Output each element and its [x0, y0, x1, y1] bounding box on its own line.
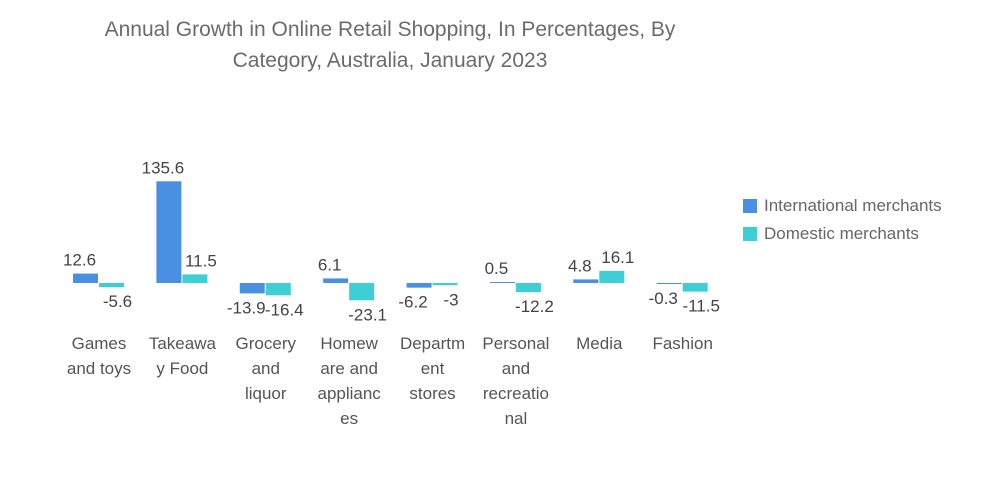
data-label-international-3: 6.1 — [318, 255, 342, 274]
bar-international-3 — [323, 278, 349, 283]
data-label-domestic-6: 16.1 — [601, 248, 634, 267]
legend-swatch-domestic — [743, 227, 757, 241]
legend-item-international: International merchants — [743, 192, 942, 220]
chart-title-line-2: Category, Australia, January 2023 — [232, 49, 548, 72]
category-label-1: Takeawa y Food — [149, 334, 217, 378]
data-label-domestic-5: -12.2 — [515, 297, 554, 316]
bar-international-6 — [573, 279, 599, 283]
legend-label-international: International merchants — [764, 196, 942, 215]
bar-domestic-4 — [432, 283, 458, 286]
chart-title: Annual Growth in Online Retail Shopping,… — [40, 14, 740, 76]
data-label-domestic-0: -5.6 — [103, 292, 132, 311]
data-label-international-0: 12.6 — [63, 251, 96, 270]
data-label-international-4: -6.2 — [398, 293, 427, 312]
data-label-domestic-3: -23.1 — [348, 305, 387, 324]
bar-international-1 — [156, 181, 182, 283]
chart-title-line-1: Annual Growth in Online Retail Shopping,… — [104, 18, 676, 41]
data-label-international-7: -0.3 — [649, 289, 678, 308]
category-label-3: Homew are and applianc es — [317, 334, 381, 428]
data-label-international-2: -13.9 — [227, 298, 266, 317]
category-label-2: Grocery and liquor — [236, 334, 297, 403]
bar-domestic-7 — [682, 283, 708, 292]
category-label-5: Personal and recreatio nal — [482, 334, 549, 428]
bar-domestic-6 — [599, 270, 625, 283]
bar-international-2 — [239, 283, 265, 294]
data-label-domestic-1: 11.5 — [185, 251, 217, 270]
category-label-4: Departm ent stores — [400, 334, 465, 403]
category-label-6: Media — [576, 334, 623, 353]
legend-swatch-international — [743, 199, 757, 213]
bar-international-5 — [489, 282, 515, 283]
legend-label-domestic: Domestic merchants — [764, 224, 919, 243]
bar-international-7 — [656, 283, 682, 284]
data-label-domestic-2: -16.4 — [265, 300, 304, 319]
data-label-international-5: 0.5 — [485, 259, 509, 278]
bar-international-0 — [73, 273, 98, 283]
category-label-0: Games and toys — [67, 334, 131, 378]
data-label-international-1: 135.6 — [142, 158, 185, 177]
legend-item-domestic: Domestic merchants — [743, 220, 942, 248]
data-label-domestic-7: -11.5 — [682, 297, 720, 316]
bar-domestic-1 — [182, 274, 208, 283]
data-label-international-6: 4.8 — [568, 256, 592, 275]
bar-domestic-5 — [515, 283, 541, 293]
data-label-domestic-4: -3 — [443, 290, 458, 309]
bar-domestic-0 — [99, 283, 124, 288]
bar-domestic-2 — [265, 283, 291, 296]
chart-legend: International merchants Domestic merchan… — [743, 192, 942, 248]
bar-domestic-3 — [349, 283, 375, 301]
category-label-7: Fashion — [652, 334, 712, 353]
bar-international-4 — [406, 283, 432, 288]
